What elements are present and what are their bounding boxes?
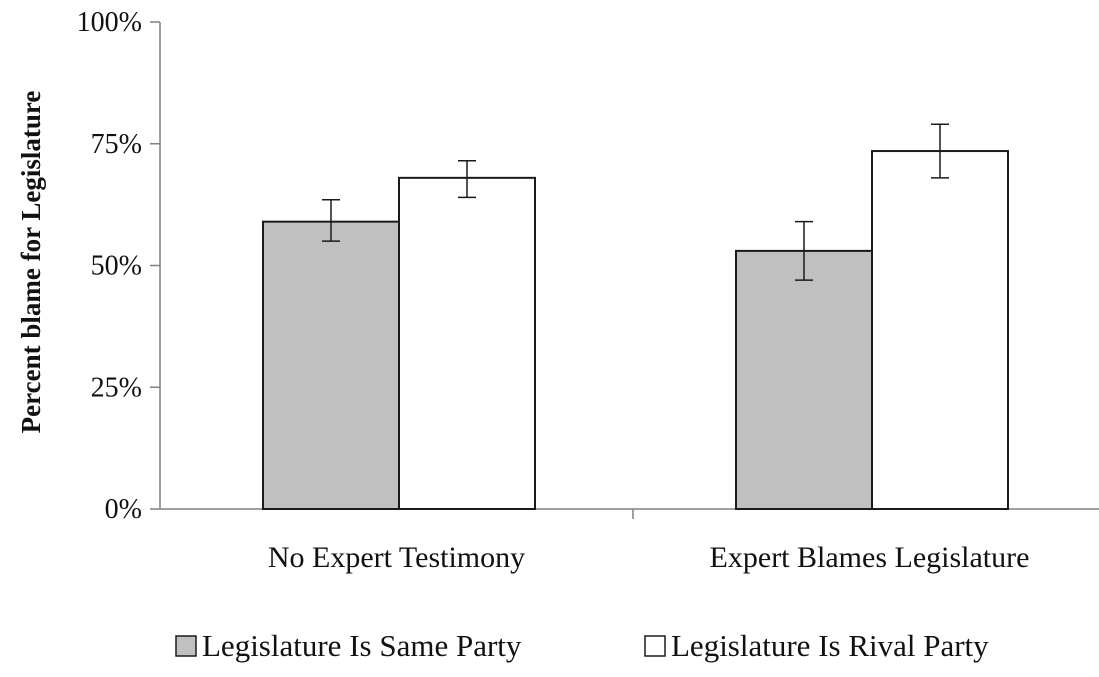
y-tick-label: 25% (91, 372, 142, 403)
legend-same-party-label: Legislature Is Same Party (202, 628, 522, 663)
bar-rival-party-1 (871, 150, 1009, 510)
bar-rival-party-0 (398, 176, 536, 510)
y-tick-label: 100% (77, 7, 142, 38)
y-tick-label: 50% (91, 251, 142, 282)
y-tick-label: 75% (91, 129, 142, 160)
bar-same-party-0 (262, 220, 400, 510)
legend-same-party-swatch (175, 635, 197, 657)
y-tick-label: 0% (105, 494, 142, 525)
x-category-label: No Expert Testimony (268, 541, 525, 574)
bar-same-party-1 (735, 249, 873, 510)
legend-rival-party-swatch (644, 635, 666, 657)
y-axis-label: Percent blame for Legislature (16, 91, 46, 434)
legend-rival-party-label: Legislature Is Rival Party (671, 628, 989, 663)
x-category-label: Expert Blames Legislature (710, 541, 1030, 574)
